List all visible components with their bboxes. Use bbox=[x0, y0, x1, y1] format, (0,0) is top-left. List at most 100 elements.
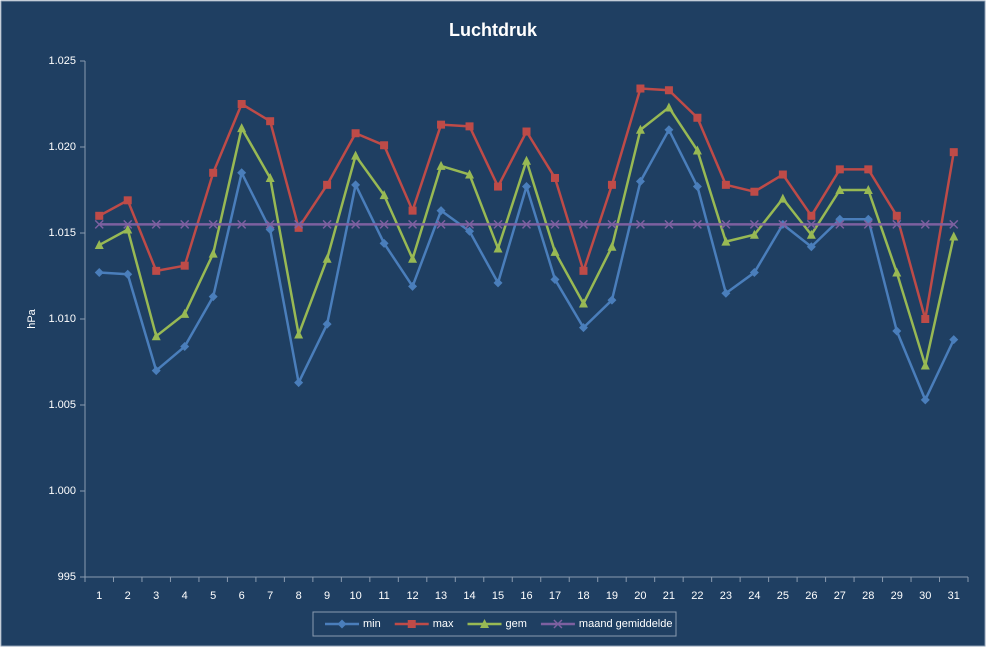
data-point bbox=[778, 219, 788, 229]
data-point bbox=[379, 238, 389, 248]
data-point bbox=[294, 219, 304, 229]
data-point bbox=[94, 240, 104, 250]
data-point bbox=[322, 319, 332, 329]
data-point bbox=[921, 315, 930, 323]
data-point bbox=[265, 172, 275, 182]
legend-label: maand gemiddelde bbox=[579, 618, 673, 630]
x-tick-label: 1 bbox=[96, 590, 102, 602]
data-point bbox=[408, 253, 418, 263]
data-point bbox=[380, 141, 389, 150]
data-point bbox=[664, 102, 674, 112]
x-tick-label: 15 bbox=[492, 590, 504, 602]
data-point bbox=[208, 219, 218, 229]
chart-title: Luchtdruk bbox=[449, 20, 538, 40]
x-tick-label: 11 bbox=[378, 590, 389, 602]
data-point bbox=[465, 122, 474, 131]
data-point bbox=[636, 84, 645, 93]
data-point bbox=[806, 229, 816, 239]
data-point bbox=[123, 224, 133, 234]
data-point bbox=[180, 342, 190, 352]
data-point bbox=[152, 266, 161, 275]
data-point bbox=[521, 219, 532, 229]
legend-marker bbox=[553, 619, 563, 629]
x-tick-label: 26 bbox=[805, 590, 817, 602]
data-point bbox=[664, 86, 673, 95]
data-point bbox=[607, 180, 616, 189]
x-tick-label: 5 bbox=[210, 590, 216, 602]
data-point bbox=[550, 173, 559, 182]
data-point bbox=[522, 182, 531, 192]
data-point bbox=[151, 366, 161, 376]
x-tick-label: 31 bbox=[948, 590, 960, 602]
x-tick-label: 24 bbox=[748, 590, 760, 602]
data-point bbox=[863, 185, 873, 194]
data-point bbox=[692, 219, 702, 229]
data-point bbox=[436, 160, 446, 170]
data-point bbox=[692, 145, 702, 155]
data-point bbox=[123, 196, 132, 205]
x-tick-label: 18 bbox=[577, 590, 589, 602]
y-tick-label: 995 bbox=[58, 571, 76, 583]
x-tick-label: 25 bbox=[777, 590, 789, 602]
data-point bbox=[493, 278, 503, 288]
y-tick-label: 1.015 bbox=[48, 227, 76, 239]
data-point bbox=[436, 219, 446, 229]
data-point bbox=[778, 170, 787, 179]
data-point bbox=[807, 211, 816, 220]
x-tick-label: 12 bbox=[406, 590, 418, 602]
data-point bbox=[550, 246, 560, 256]
data-point bbox=[863, 219, 873, 229]
data-point bbox=[635, 176, 645, 186]
x-tick-label: 2 bbox=[125, 590, 131, 602]
legend-label: min bbox=[363, 618, 381, 630]
y-tick-label: 1.025 bbox=[48, 55, 76, 67]
data-point bbox=[95, 211, 104, 220]
data-point bbox=[351, 129, 360, 138]
data-point bbox=[835, 219, 845, 229]
data-point bbox=[294, 378, 304, 388]
data-point bbox=[892, 219, 902, 229]
data-point bbox=[664, 125, 674, 135]
data-point bbox=[607, 241, 617, 251]
data-point bbox=[408, 219, 418, 229]
data-point bbox=[208, 248, 218, 258]
data-point bbox=[949, 219, 959, 229]
legend-label: max bbox=[433, 618, 454, 630]
data-point bbox=[465, 226, 475, 236]
data-point bbox=[465, 169, 475, 179]
data-point bbox=[607, 219, 617, 229]
legend-marker bbox=[337, 619, 347, 629]
data-point bbox=[635, 124, 645, 134]
legend: min max gem maand gemiddelde bbox=[312, 611, 677, 637]
data-point bbox=[493, 243, 503, 253]
data-point bbox=[123, 269, 133, 279]
data-point bbox=[721, 288, 731, 298]
data-point bbox=[522, 127, 531, 136]
data-point bbox=[920, 219, 930, 229]
data-point bbox=[664, 219, 674, 229]
x-tick-label: 27 bbox=[834, 590, 846, 602]
legend-label: gem bbox=[506, 618, 527, 630]
x-tick-label: 9 bbox=[324, 590, 330, 602]
data-point bbox=[835, 165, 844, 174]
data-point bbox=[550, 274, 560, 284]
data-point bbox=[949, 231, 959, 241]
data-point bbox=[920, 395, 930, 405]
data-point bbox=[379, 190, 389, 200]
data-point bbox=[806, 219, 816, 229]
x-tick-label: 20 bbox=[634, 590, 646, 602]
data-point bbox=[721, 180, 730, 189]
data-point bbox=[749, 229, 759, 239]
data-point bbox=[949, 148, 958, 157]
x-tick-label: 30 bbox=[919, 590, 931, 602]
data-point bbox=[379, 219, 389, 229]
data-point bbox=[237, 100, 246, 108]
legend-marker bbox=[480, 619, 490, 628]
y-axis-label: hPa bbox=[26, 308, 38, 328]
data-point bbox=[151, 331, 161, 341]
data-point bbox=[750, 187, 759, 196]
data-point bbox=[693, 113, 702, 122]
data-point bbox=[408, 206, 417, 215]
x-tick-label: 22 bbox=[691, 590, 703, 602]
data-point bbox=[778, 193, 788, 203]
